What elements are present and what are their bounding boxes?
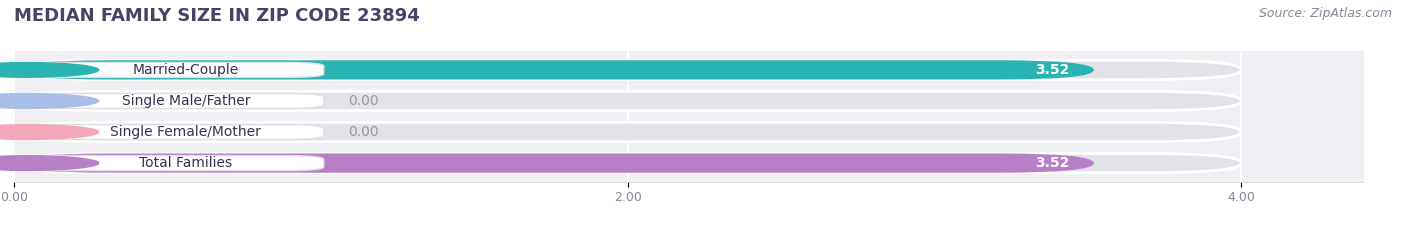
FancyBboxPatch shape (14, 60, 1094, 79)
Text: 0.00: 0.00 (349, 94, 380, 108)
Text: Total Families: Total Families (139, 156, 232, 170)
FancyBboxPatch shape (17, 93, 323, 109)
FancyBboxPatch shape (14, 154, 1241, 173)
Text: Married-Couple: Married-Couple (132, 63, 239, 77)
FancyBboxPatch shape (14, 122, 1241, 142)
Text: Source: ZipAtlas.com: Source: ZipAtlas.com (1258, 7, 1392, 20)
Text: Single Male/Father: Single Male/Father (121, 94, 250, 108)
Circle shape (0, 125, 98, 139)
FancyBboxPatch shape (17, 62, 323, 77)
Text: 3.52: 3.52 (1035, 156, 1070, 170)
Text: 3.52: 3.52 (1035, 63, 1070, 77)
Text: 0.00: 0.00 (349, 125, 380, 139)
Circle shape (0, 63, 98, 77)
FancyBboxPatch shape (14, 91, 1241, 111)
Text: MEDIAN FAMILY SIZE IN ZIP CODE 23894: MEDIAN FAMILY SIZE IN ZIP CODE 23894 (14, 7, 420, 25)
Circle shape (0, 94, 98, 108)
FancyBboxPatch shape (14, 154, 1094, 173)
FancyBboxPatch shape (17, 156, 323, 171)
FancyBboxPatch shape (14, 60, 1241, 79)
Circle shape (0, 156, 98, 170)
FancyBboxPatch shape (17, 124, 323, 140)
Text: Single Female/Mother: Single Female/Mother (111, 125, 262, 139)
